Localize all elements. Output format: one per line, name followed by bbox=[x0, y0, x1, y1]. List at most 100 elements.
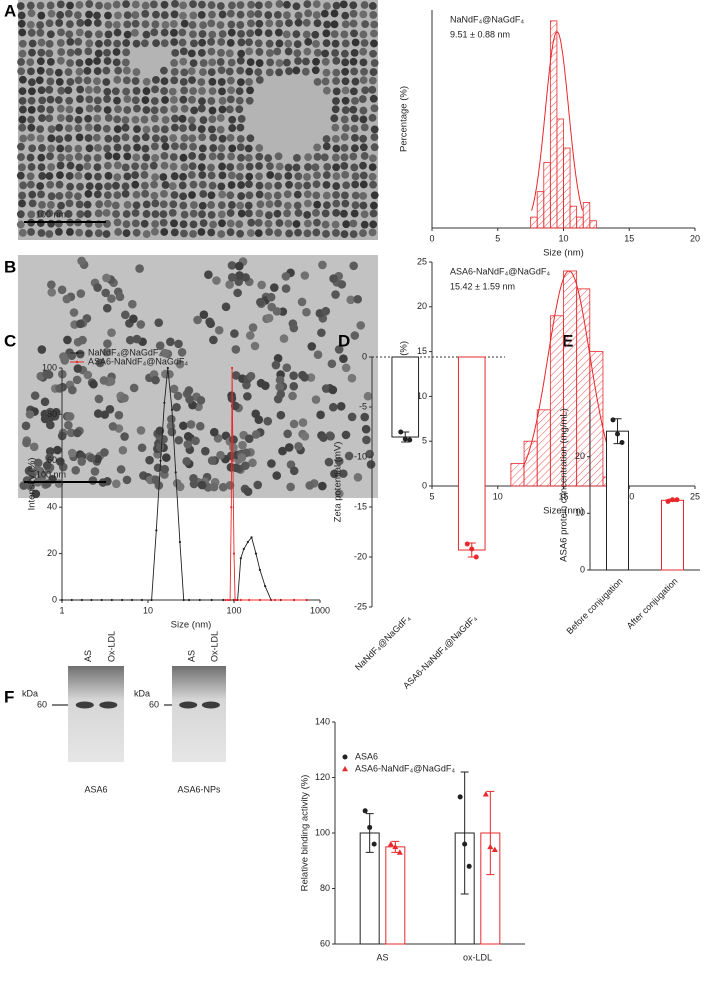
particle bbox=[217, 38, 226, 46]
x-tick-label: 1000 bbox=[310, 605, 330, 615]
particle bbox=[150, 142, 159, 151]
y-tick-label: 60 bbox=[320, 938, 330, 948]
panel-label: B bbox=[4, 257, 16, 276]
annotation: NaNdF₄@NaGdF₄ bbox=[450, 14, 524, 24]
particle bbox=[189, 0, 197, 9]
particle bbox=[121, 116, 130, 124]
particle bbox=[351, 191, 360, 200]
particle bbox=[37, 105, 46, 113]
particle bbox=[341, 20, 350, 29]
particle bbox=[113, 143, 122, 152]
particle bbox=[179, 57, 188, 66]
particle bbox=[131, 11, 140, 19]
particle bbox=[85, 58, 93, 66]
particle bbox=[294, 172, 303, 181]
particle bbox=[170, 123, 179, 132]
particle bbox=[84, 172, 93, 181]
particle bbox=[84, 219, 93, 228]
particle bbox=[226, 38, 235, 47]
particle bbox=[142, 210, 151, 218]
particle bbox=[207, 97, 216, 105]
particle bbox=[151, 85, 159, 94]
particle bbox=[150, 28, 159, 37]
particle bbox=[45, 19, 54, 28]
marker-label: 60 bbox=[149, 699, 159, 709]
particle bbox=[237, 181, 246, 189]
particle bbox=[321, 77, 330, 86]
particle bbox=[66, 182, 75, 191]
particle bbox=[83, 162, 92, 171]
particle bbox=[26, 58, 35, 67]
particle bbox=[18, 87, 27, 96]
particle bbox=[17, 142, 25, 151]
particle bbox=[160, 348, 170, 358]
x-tick-label: 1 bbox=[59, 605, 64, 615]
particle bbox=[28, 48, 36, 57]
x-tick-label: 100 bbox=[226, 605, 241, 615]
particle bbox=[85, 182, 94, 191]
particle bbox=[75, 1, 84, 9]
particle bbox=[254, 28, 263, 37]
data-point bbox=[182, 598, 185, 602]
particle bbox=[236, 201, 245, 210]
particle bbox=[322, 68, 331, 77]
particle bbox=[227, 201, 236, 209]
particle bbox=[75, 28, 84, 37]
particle bbox=[274, 199, 282, 208]
data-point bbox=[80, 598, 83, 602]
particle bbox=[132, 39, 141, 48]
particle bbox=[151, 134, 160, 143]
particle bbox=[216, 450, 225, 460]
particle bbox=[131, 115, 140, 124]
particle bbox=[246, 10, 255, 19]
particle bbox=[74, 192, 82, 201]
particle bbox=[73, 11, 82, 20]
particle bbox=[26, 180, 35, 189]
particle bbox=[160, 77, 169, 85]
particle bbox=[45, 67, 54, 76]
particle bbox=[45, 453, 54, 463]
particle bbox=[331, 134, 340, 143]
particle bbox=[313, 152, 322, 161]
particle bbox=[47, 134, 56, 143]
particle bbox=[36, 57, 45, 66]
particle bbox=[160, 87, 169, 95]
particle bbox=[359, 134, 368, 143]
data-point bbox=[670, 497, 675, 503]
particle bbox=[40, 397, 50, 407]
particle bbox=[313, 171, 321, 180]
particle bbox=[17, 58, 25, 66]
particle bbox=[246, 371, 256, 381]
particle bbox=[54, 68, 63, 77]
particle bbox=[140, 181, 149, 190]
data-point bbox=[387, 841, 394, 847]
particle bbox=[347, 412, 357, 422]
particle bbox=[93, 85, 102, 94]
data-point bbox=[198, 598, 201, 602]
particle bbox=[292, 30, 301, 39]
particle bbox=[77, 256, 86, 266]
particle bbox=[198, 133, 207, 142]
particle bbox=[197, 104, 206, 113]
particle bbox=[178, 181, 187, 190]
particle bbox=[321, 220, 330, 229]
particle bbox=[217, 230, 226, 238]
y-tick-label: -20 bbox=[354, 551, 367, 561]
particle bbox=[189, 180, 198, 189]
particle bbox=[341, 58, 350, 67]
particle bbox=[275, 382, 284, 392]
particle bbox=[103, 106, 112, 114]
particle bbox=[122, 229, 131, 238]
particle bbox=[294, 209, 303, 217]
particle bbox=[359, 10, 368, 19]
particle bbox=[341, 430, 351, 440]
particle bbox=[26, 1, 35, 10]
particle bbox=[170, 59, 179, 67]
particle bbox=[186, 420, 196, 429]
particle bbox=[37, 11, 46, 20]
blot bbox=[172, 666, 226, 762]
particle bbox=[226, 219, 235, 228]
particle bbox=[360, 152, 369, 160]
particle bbox=[370, 20, 379, 29]
particle bbox=[44, 370, 54, 379]
